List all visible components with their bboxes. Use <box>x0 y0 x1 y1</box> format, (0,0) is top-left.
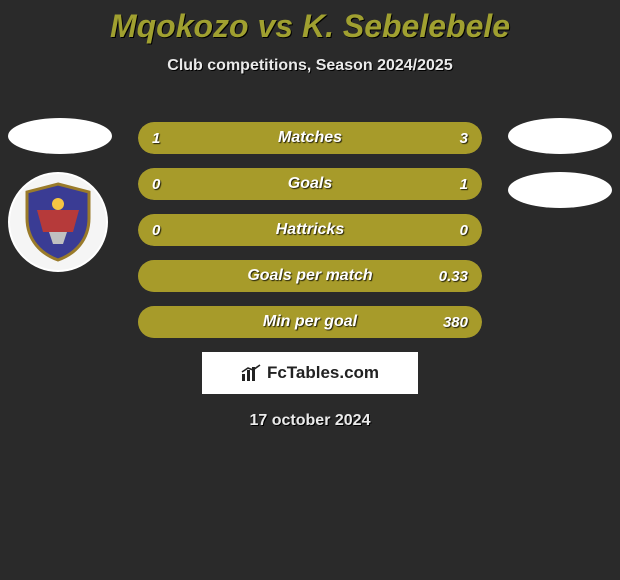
stat-row: 01Goals <box>138 168 482 200</box>
brand-label: FcTables.com <box>267 363 379 383</box>
stat-label: Goals <box>138 168 482 200</box>
date-label: 17 october 2024 <box>250 412 371 430</box>
brand-box[interactable]: FcTables.com <box>202 352 418 394</box>
left-avatars <box>8 118 112 272</box>
stat-label: Hattricks <box>138 214 482 246</box>
stat-label: Goals per match <box>138 260 482 292</box>
player-avatar-right <box>508 118 612 154</box>
right-avatars <box>508 118 612 226</box>
shield-icon <box>23 182 93 262</box>
club-badge-left <box>8 172 108 272</box>
chart-icon <box>241 364 261 382</box>
stats-panel: 13Matches 01Goals 00Hattricks 0.33Goals per… <box>138 122 482 352</box>
stat-row: 0.33Goals per match <box>138 260 482 292</box>
stat-label: Matches <box>138 122 482 154</box>
page-subtitle: Club competitions, Season 2024/2025 <box>0 57 620 75</box>
stat-row: 13Matches <box>138 122 482 154</box>
club-avatar-right <box>508 172 612 208</box>
stat-label: Min per goal <box>138 306 482 338</box>
player-avatar-left <box>8 118 112 154</box>
stat-row: 00Hattricks <box>138 214 482 246</box>
stat-row: 380Min per goal <box>138 306 482 338</box>
page-title: Mqokozo vs K. Sebelebele <box>0 0 620 45</box>
